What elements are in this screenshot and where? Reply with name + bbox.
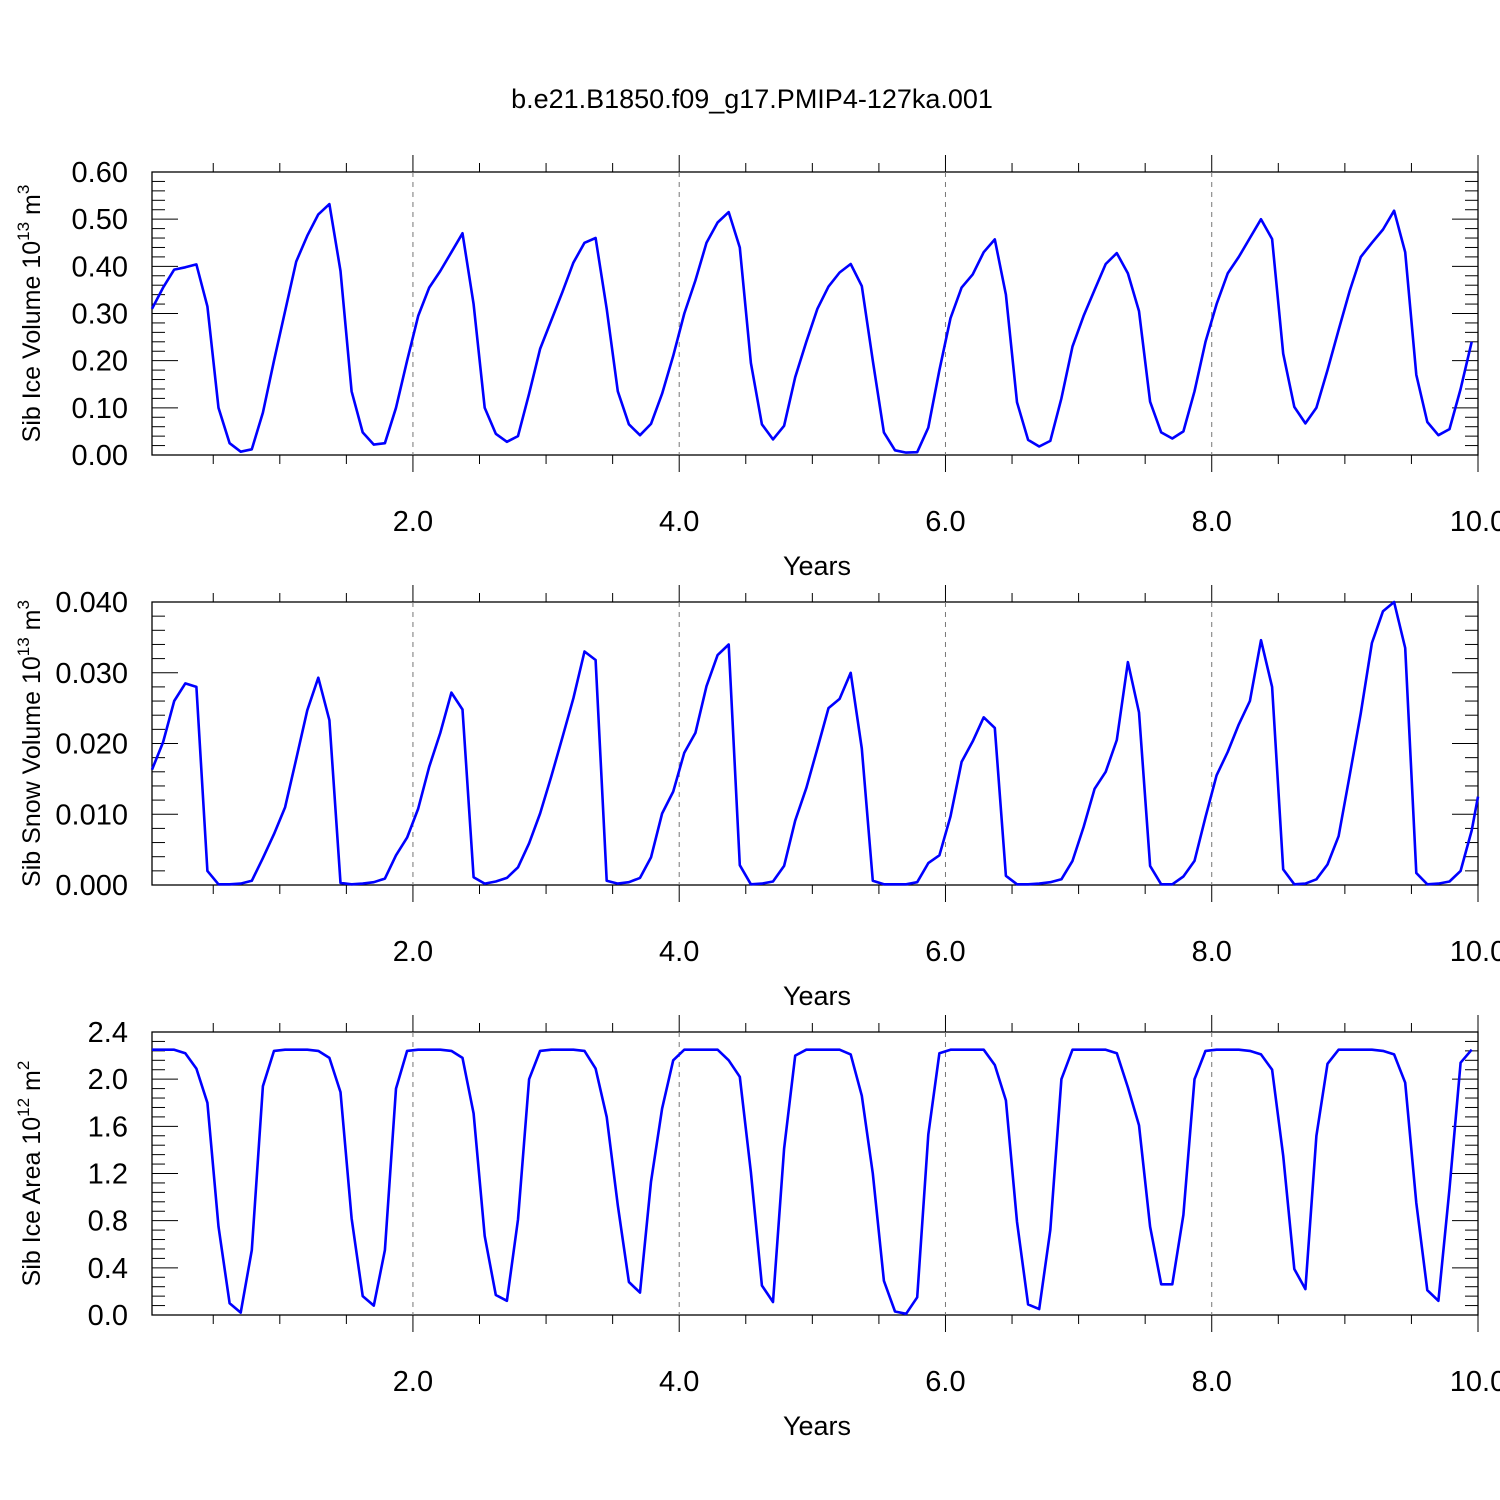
y-tick-label: 0.0 [88, 1300, 128, 1332]
y-tick-label: 0.00 [72, 440, 128, 472]
x-axis-label: Years [783, 551, 851, 581]
y-axis-label: Sib Ice Area 1012 m2 [14, 1061, 46, 1287]
y-tick-label: 0.020 [55, 729, 128, 761]
x-tick-label: 4.0 [659, 506, 699, 538]
y-tick-label: 0.30 [72, 299, 128, 331]
x-tick-label: 6.0 [925, 1366, 965, 1398]
x-tick-label: 8.0 [1192, 506, 1232, 538]
panel-2: 2.0 4.0 6.0 8.0 10.0 0.000 0.010 0.020 0.030 0.04… [14, 585, 1500, 1011]
y-axis-label: Sib Snow Volume 1013 m3 [14, 600, 46, 887]
y-tick-label: 0.8 [88, 1206, 128, 1238]
panel-3: 2.0 4.0 6.0 8.0 10.0 0.0 0.4 0.8 1.2 1.6 2.0 2.4 Yea… [14, 1015, 1500, 1441]
x-tick-label: 10.0 [1450, 936, 1500, 968]
y-tick-label: 2.0 [88, 1064, 128, 1096]
x-axis-label: Years [783, 1411, 851, 1441]
y-tick-label: 0.60 [72, 157, 128, 189]
panel-1: 2.0 4.0 6.0 8.0 10.0 0.00 0.10 0.20 0.30 0.40 0.50… [14, 155, 1500, 581]
x-tick-label: 6.0 [925, 936, 965, 968]
y-tick-label: 1.6 [88, 1111, 128, 1143]
x-tick-label: 6.0 [925, 506, 965, 538]
series-line [152, 1048, 1473, 1316]
x-tick-label: 4.0 [659, 936, 699, 968]
x-tick-label: 10.0 [1450, 506, 1500, 538]
x-tick-label: 2.0 [393, 936, 433, 968]
x-tick-label: 4.0 [659, 1366, 699, 1398]
x-tick-label: 10.0 [1450, 1366, 1500, 1398]
plot-frame [151, 1031, 1479, 1316]
x-tick-label: 2.0 [393, 1366, 433, 1398]
y-tick-label: 0.040 [55, 587, 128, 619]
y-tick-label: 0.10 [72, 393, 128, 425]
plot-frame [151, 601, 1479, 886]
x-tick-label: 8.0 [1192, 1366, 1232, 1398]
y-tick-label: 0.030 [55, 658, 128, 690]
y-tick-label: 2.4 [88, 1017, 128, 1049]
series-line [150, 600, 1480, 886]
y-tick-label: 0.50 [72, 204, 128, 236]
y-tick-label: 0.010 [55, 799, 128, 831]
y-tick-label: 0.000 [55, 870, 128, 902]
y-tick-label: 1.2 [88, 1159, 128, 1191]
series-line [150, 202, 1473, 454]
x-tick-label: 2.0 [393, 506, 433, 538]
x-tick-label: 8.0 [1192, 936, 1232, 968]
y-tick-label: 0.40 [72, 251, 128, 283]
y-tick-label: 0.20 [72, 346, 128, 378]
y-tick-label: 0.4 [88, 1253, 128, 1285]
chart-title: b.e21.B1850.f09_g17.PMIP4-127ka.001 [511, 84, 993, 114]
y-axis-label: Sib Ice Volume 1013 m3 [14, 185, 46, 443]
x-axis-label: Years [783, 981, 851, 1011]
